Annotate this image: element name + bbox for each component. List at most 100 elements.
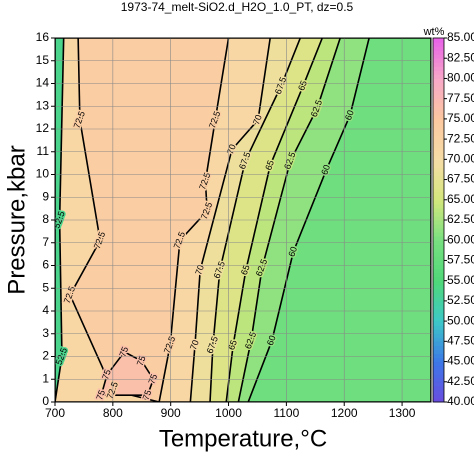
colorbar-cell [433, 159, 444, 164]
y-tick-label: 0 [42, 394, 49, 408]
colorbar-cell [433, 365, 444, 371]
colorbar-cell [433, 228, 444, 233]
colorbar-cell [433, 187, 444, 193]
colorbar-cell [433, 260, 444, 265]
colorbar-cell [433, 106, 444, 112]
colorbar-cell [433, 131, 444, 136]
colorbar-cell [433, 345, 444, 350]
colorbar-cell [433, 122, 444, 128]
colorbar-cell [433, 114, 444, 120]
colorbar-cell [433, 256, 444, 261]
colorbar-cell [433, 224, 444, 229]
colorbar-cell [433, 90, 444, 96]
y-tick-label: 13 [36, 98, 50, 112]
x-tick-label: 700 [45, 406, 65, 420]
y-axis-label: Pressure,kbar [3, 145, 30, 294]
contour-region [100, 350, 155, 396]
colorbar-cell [433, 179, 444, 185]
colorbar-tick-label: 52.50 [447, 293, 474, 307]
colorbar-cell [433, 329, 444, 334]
colorbar-tick-label: 47.50 [447, 334, 474, 348]
y-tick-label: 10 [36, 167, 50, 181]
y-tick-label: 6 [42, 258, 49, 272]
colorbar-cell [433, 199, 444, 205]
colorbar-cell [433, 42, 444, 47]
colorbar-cell [433, 252, 444, 257]
colorbar-cell [433, 171, 444, 177]
colorbar-cell [433, 341, 444, 346]
colorbar-tick-label: 45.00 [447, 354, 474, 368]
colorbar-cell [433, 62, 444, 67]
colorbar-cell [433, 203, 444, 209]
colorbar-cell [433, 385, 444, 391]
y-tick-label: 11 [37, 144, 50, 158]
colorbar-tick-label: 80.00 [447, 71, 474, 85]
colorbar-cell [433, 110, 444, 116]
y-tick-label: 14 [36, 76, 50, 90]
colorbar-cell [433, 240, 444, 245]
colorbar-cell [433, 236, 444, 241]
x-tick-label: 1100 [273, 406, 299, 420]
colorbar-cell [433, 82, 444, 88]
colorbar-cell [433, 139, 444, 144]
colorbar-cell [433, 325, 444, 330]
colorbar-cell [433, 353, 444, 359]
colorbar-cell [433, 337, 444, 342]
y-tick-label: 7 [42, 235, 49, 249]
colorbar-tick-label: 85.00 [447, 30, 474, 44]
colorbar-cell [433, 292, 444, 298]
colorbar-cell [433, 389, 444, 395]
colorbar-cell [433, 397, 444, 403]
colorbar-cell [433, 300, 444, 306]
colorbar-cell [433, 381, 444, 387]
colorbar-tick-label: 75.00 [447, 111, 474, 125]
colorbar-cell [433, 264, 444, 270]
colorbar-tick-label: 57.50 [447, 253, 474, 267]
colorbar-cell [433, 54, 444, 59]
colorbar-label: wt% [423, 26, 445, 38]
colorbar-cell [433, 58, 444, 63]
colorbar-tick-label: 60.00 [447, 232, 474, 246]
colorbar-tick-label: 55.00 [447, 273, 474, 287]
colorbar-cell [433, 220, 444, 225]
colorbar-cell [433, 163, 444, 168]
colorbar-tick-label: 50.00 [447, 313, 474, 327]
colorbar-cell [433, 288, 444, 294]
colorbar-cell [433, 276, 444, 282]
colorbar-cell [433, 98, 444, 104]
colorbar-cell [433, 183, 444, 189]
colorbar-tick-label: 42.50 [447, 374, 474, 388]
colorbar-cell [433, 280, 444, 286]
colorbar-cell [433, 304, 444, 310]
y-tick-label: 5 [42, 280, 49, 294]
colorbar-cell [433, 118, 444, 124]
colorbar-cell [433, 317, 444, 322]
colorbar-cell [433, 86, 444, 92]
colorbar-cell [433, 313, 444, 318]
y-tick-label: 2 [42, 349, 49, 363]
x-tick-label: 1000 [215, 406, 242, 420]
colorbar-cell [433, 373, 444, 379]
colorbar-cell [433, 308, 444, 314]
colorbar-cell [433, 248, 444, 253]
colorbar-cell [433, 102, 444, 108]
y-tick-label: 9 [42, 189, 49, 203]
colorbar-tick-label: 40.00 [447, 394, 474, 408]
colorbar-cell [433, 357, 444, 363]
colorbar-cell [433, 377, 444, 383]
y-tick-label: 8 [42, 212, 49, 226]
colorbar-cell [433, 78, 444, 83]
colorbar-cell [433, 349, 444, 354]
colorbar-cell [433, 268, 444, 274]
colorbar-cell [433, 211, 444, 217]
colorbar-tick-label: 72.50 [447, 131, 474, 145]
colorbar-cell [433, 155, 444, 160]
y-tick-label: 16 [36, 30, 50, 44]
colorbar-tick-label: 67.50 [447, 172, 474, 186]
y-tick-label: 15 [36, 53, 50, 67]
colorbar-cell [433, 74, 444, 79]
colorbar-cell [433, 151, 444, 156]
colorbar-cell [433, 94, 444, 100]
colorbar-cell [433, 369, 444, 375]
